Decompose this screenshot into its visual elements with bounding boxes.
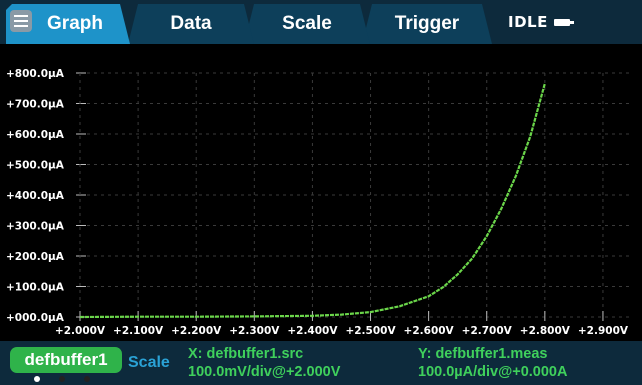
x-axis-source: X: defbuffer1.src: [188, 346, 304, 362]
x-axis-scale: 100.0mV/div@+2.000V: [188, 364, 341, 380]
y-tick-label: +100.0µA: [6, 282, 65, 294]
y-axis-info: Y: defbuffer1.meas 100.0µA/div@+0.000A: [418, 345, 567, 381]
tab-scale[interactable]: Scale: [244, 4, 370, 44]
graph-plot-area[interactable]: +000.0µA +100.0µA +200.0µA +300.0µA +400.0µA…: [0, 44, 642, 341]
page-dot: [59, 376, 65, 382]
graph-chart: +000.0µA +100.0µA +200.0µA +300.0µA +400.0µA…: [6, 68, 632, 337]
x-axis-info: X: defbuffer1.src 100.0mV/div@+2.000V: [188, 345, 340, 381]
y-tick-label: +200.0µA: [6, 251, 65, 263]
page-dot: [84, 376, 90, 382]
status-text: IDLE: [508, 13, 548, 31]
scale-link[interactable]: Scale: [128, 354, 170, 371]
x-tick-label: +2.700V: [462, 325, 513, 337]
y-tick-label: +500.0µA: [6, 160, 65, 172]
x-tick-label: +2.400V: [287, 325, 338, 337]
y-axis-source: Y: defbuffer1.meas: [418, 346, 548, 362]
tab-graph[interactable]: Graph: [6, 4, 130, 44]
y-tick-label: +000.0µA: [6, 312, 65, 324]
y-tick-label: +800.0µA: [6, 68, 65, 80]
buffer-name: defbuffer1: [24, 350, 108, 369]
y-tick-label: +400.0µA: [6, 190, 65, 202]
y-axis-scale: 100.0µA/div@+0.000A: [418, 364, 568, 380]
x-tick-label: +2.300V: [229, 325, 280, 337]
x-tick-label: +2.500V: [345, 325, 396, 337]
plug-icon: [553, 18, 574, 26]
x-tick-label: +2.200V: [171, 325, 222, 337]
tab-bar: Trigger Scale Data Graph IDLE: [0, 0, 642, 44]
tab-scale-label: Scale: [282, 13, 332, 34]
page-dot: [34, 376, 40, 382]
y-tick-label: +700.0µA: [6, 99, 65, 111]
data-trace: [79, 83, 546, 319]
page-indicator: [34, 376, 90, 382]
menu-icon[interactable]: [10, 10, 32, 32]
x-tick-label: +2.600V: [404, 325, 455, 337]
bottom-info-bar: defbuffer1 Scale X: defbuffer1.src 100.0…: [0, 341, 642, 385]
y-tick-label: +600.0µA: [6, 129, 65, 141]
y-tick-label: +300.0µA: [6, 221, 65, 233]
x-tick-label: +2.100V: [113, 325, 164, 337]
tab-data-label: Data: [170, 13, 212, 34]
tab-trigger-label: Trigger: [394, 13, 460, 34]
status-indicator[interactable]: IDLE: [508, 13, 574, 31]
x-tick-label: +2.800V: [520, 325, 571, 337]
buffer-selector-button[interactable]: defbuffer1: [10, 347, 122, 373]
x-tick-label: +2.000V: [55, 325, 106, 337]
tab-data[interactable]: Data: [128, 4, 254, 44]
tab-trigger[interactable]: Trigger: [362, 4, 492, 44]
tab-graph-label: Graph: [47, 13, 103, 34]
x-tick-label: +2.900V: [578, 325, 629, 337]
